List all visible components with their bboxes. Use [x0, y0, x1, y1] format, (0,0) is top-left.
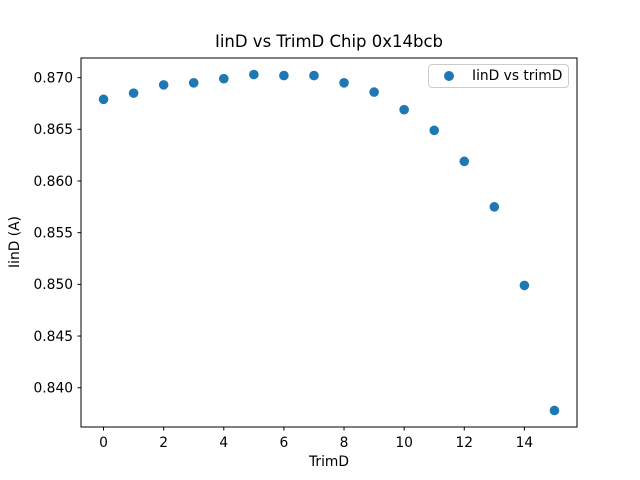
legend: IinD vs trimD — [428, 64, 569, 88]
legend-marker-icon — [444, 71, 454, 81]
scatter-point — [549, 405, 560, 416]
x-axis-label: TrimD — [309, 454, 349, 470]
scatter-point — [489, 202, 500, 212]
scatter-point — [218, 73, 229, 84]
scatter-point — [429, 125, 440, 136]
scatter-point — [128, 88, 139, 98]
x-tick-label: 4 — [219, 435, 228, 451]
chart-title: IinD vs TrimD Chip 0x14bcb — [214, 32, 444, 51]
scatter-point — [98, 94, 109, 105]
scatter-point — [399, 104, 409, 115]
scatter-point — [309, 70, 319, 81]
scatter-point — [249, 69, 259, 80]
y-tick-label: 0.865 — [34, 122, 74, 138]
y-tick-label: 0.845 — [34, 329, 74, 345]
x-tick-label: 6 — [280, 435, 289, 451]
y-tick-label: 0.855 — [34, 225, 74, 241]
y-tick-label: 0.850 — [34, 277, 74, 293]
scatter-point — [459, 156, 470, 167]
scatter-point — [519, 280, 530, 291]
x-tick-label: 10 — [395, 435, 413, 451]
y-axis-label: IinD (A) — [7, 216, 23, 268]
scatter-point — [369, 87, 379, 97]
x-tick-label: 14 — [516, 435, 534, 451]
scatter-point — [158, 80, 169, 90]
x-tick-label: 8 — [340, 435, 349, 451]
scatter-point — [339, 78, 349, 88]
scatter-point — [279, 70, 289, 81]
x-tick-label: 2 — [159, 435, 168, 451]
scatter-point — [188, 78, 199, 88]
x-tick-label: 12 — [455, 435, 473, 451]
legend-label: IinD vs trimD — [472, 68, 563, 84]
y-tick-label: 0.860 — [34, 174, 74, 190]
axes-frame — [80, 57, 578, 428]
x-tick-label: 0 — [99, 435, 108, 451]
y-tick-label: 0.840 — [34, 381, 74, 397]
y-tick-label: 0.870 — [34, 70, 74, 86]
